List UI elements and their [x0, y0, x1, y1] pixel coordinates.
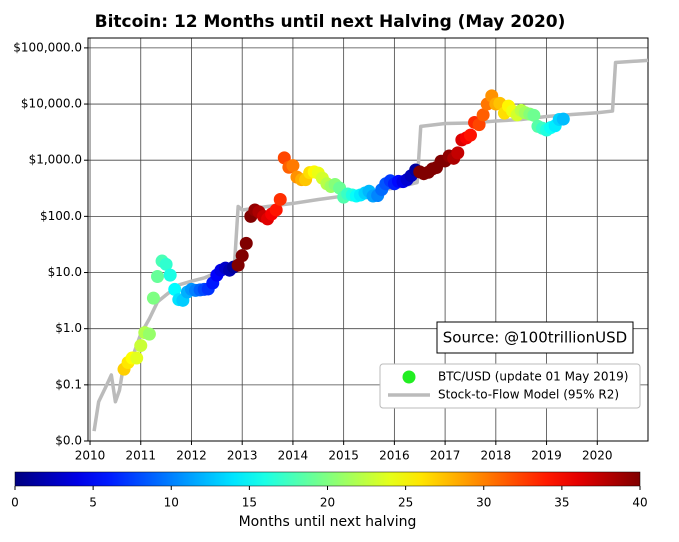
- price-dot: [273, 192, 287, 206]
- price-dot: [159, 257, 173, 271]
- price-dot: [527, 108, 541, 122]
- x-tick-label: 2016: [379, 449, 410, 463]
- y-tick-label: $100,000.0: [13, 40, 82, 54]
- price-dot: [269, 203, 283, 217]
- y-tick-label: $100.0: [40, 209, 82, 223]
- price-dot: [142, 327, 156, 341]
- price-dot: [150, 269, 164, 283]
- price-dot: [168, 282, 182, 296]
- legend-label: BTC/USD (update 01 May 2019): [438, 370, 628, 384]
- chart-title: Bitcoin: 12 Months until next Halving (M…: [95, 12, 566, 32]
- x-tick-label: 2010: [75, 449, 106, 463]
- x-tick-label: 2015: [328, 449, 359, 463]
- y-tick-label: $10,000.0: [21, 97, 82, 111]
- price-dot: [134, 339, 148, 353]
- colorbar-tick-label: 20: [320, 496, 335, 510]
- source-annotation: Source: @100trillionUSD: [443, 329, 627, 347]
- price-dot: [286, 159, 300, 173]
- price-dot: [163, 268, 177, 282]
- y-tick-label: $1,000.0: [29, 153, 82, 167]
- legend-label: Stock-to-Flow Model (95% R2): [438, 388, 619, 402]
- x-tick-label: 2012: [176, 449, 207, 463]
- price-dot: [463, 128, 477, 142]
- x-tick-label: 2019: [531, 449, 562, 463]
- y-tick-label: $0.1: [55, 377, 82, 391]
- y-tick-label: $0.0: [55, 434, 82, 448]
- y-tick-label: $10.0: [48, 265, 82, 279]
- x-tick-label: 2018: [481, 449, 512, 463]
- colorbar-tick-label: 35: [554, 496, 569, 510]
- source-box: [436, 321, 634, 354]
- price-dot: [235, 249, 249, 263]
- price-dot: [476, 108, 490, 122]
- colorbar-tick-label: 0: [11, 496, 19, 510]
- colorbar-tick-label: 15: [242, 496, 257, 510]
- legend-box: [379, 363, 641, 409]
- y-tick-label: $1.0: [55, 321, 82, 335]
- x-tick-label: 2011: [125, 449, 156, 463]
- x-tick-label: 2020: [582, 449, 613, 463]
- price-dot: [451, 146, 465, 160]
- colorbar-label: Months until next halving: [239, 514, 417, 530]
- colorbar-tick-label: 10: [164, 496, 179, 510]
- colorbar-tick-label: 25: [398, 496, 413, 510]
- colorbar-tick-label: 30: [476, 496, 491, 510]
- price-dot: [130, 351, 144, 365]
- colorbar-tick-label: 5: [89, 496, 97, 510]
- colorbar: [14, 471, 641, 487]
- x-tick-label: 2017: [430, 449, 461, 463]
- price-dot: [556, 112, 570, 126]
- x-tick-label: 2014: [278, 449, 309, 463]
- plot-frame: [87, 37, 649, 442]
- colorbar-tick-label: 40: [632, 496, 647, 510]
- x-tick-label: 2013: [227, 449, 258, 463]
- price-dot: [239, 236, 253, 250]
- legend-swatch: [402, 370, 416, 384]
- price-dot: [146, 291, 160, 305]
